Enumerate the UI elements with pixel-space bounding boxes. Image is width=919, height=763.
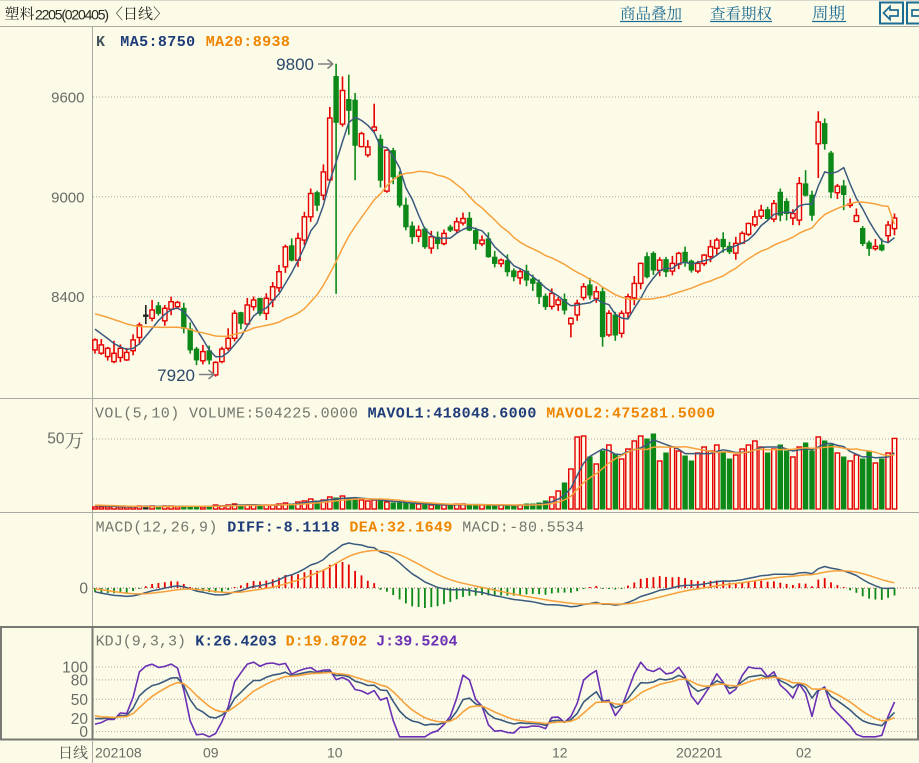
- svg-text:7920: 7920: [157, 366, 195, 385]
- svg-text:9600: 9600: [51, 90, 84, 107]
- svg-text:MACD(12,26,9): MACD(12,26,9): [96, 520, 218, 537]
- svg-text:202201: 202201: [676, 745, 723, 761]
- svg-text:KDJ(9,3,3): KDJ(9,3,3): [96, 634, 187, 651]
- svg-text:09: 09: [203, 745, 219, 761]
- svg-text:2205(020405): 2205(020405): [35, 7, 108, 23]
- svg-text:MA5:8750: MA5:8750: [120, 34, 195, 51]
- svg-text:DIFF:-8.1118: DIFF:-8.1118: [227, 520, 340, 537]
- svg-text:9800: 9800: [276, 55, 314, 74]
- svg-text:50: 50: [71, 692, 89, 709]
- svg-text:9000: 9000: [51, 189, 84, 206]
- svg-text:D:19.8702: D:19.8702: [286, 634, 367, 651]
- svg-text:0: 0: [79, 724, 88, 741]
- svg-text:100: 100: [62, 660, 88, 677]
- svg-text:VOL(5,10): VOL(5,10): [95, 406, 180, 423]
- svg-text:20: 20: [71, 711, 89, 728]
- svg-text:VOLUME:504225.0000: VOLUME:504225.0000: [189, 406, 358, 423]
- svg-text:J:39.5204: J:39.5204: [376, 634, 457, 651]
- svg-text:MACD:-80.5534: MACD:-80.5534: [462, 520, 584, 537]
- svg-text:0: 0: [79, 581, 88, 598]
- svg-text:50: 50: [47, 431, 65, 448]
- svg-text:80: 80: [71, 672, 89, 689]
- svg-text:DEA:32.1649: DEA:32.1649: [349, 520, 452, 537]
- svg-text:MAVOL1:418048.6000: MAVOL1:418048.6000: [368, 406, 537, 423]
- svg-text:MA20:8938: MA20:8938: [206, 34, 291, 51]
- svg-text:10: 10: [327, 745, 343, 761]
- svg-text:8400: 8400: [51, 289, 84, 306]
- svg-text:MAVOL2:475281.5000: MAVOL2:475281.5000: [546, 406, 715, 423]
- svg-text:202108: 202108: [95, 745, 142, 761]
- svg-text:K:26.4203: K:26.4203: [195, 634, 276, 651]
- svg-text:K: K: [96, 34, 105, 51]
- svg-text:02: 02: [796, 745, 812, 761]
- svg-text:12: 12: [552, 745, 568, 761]
